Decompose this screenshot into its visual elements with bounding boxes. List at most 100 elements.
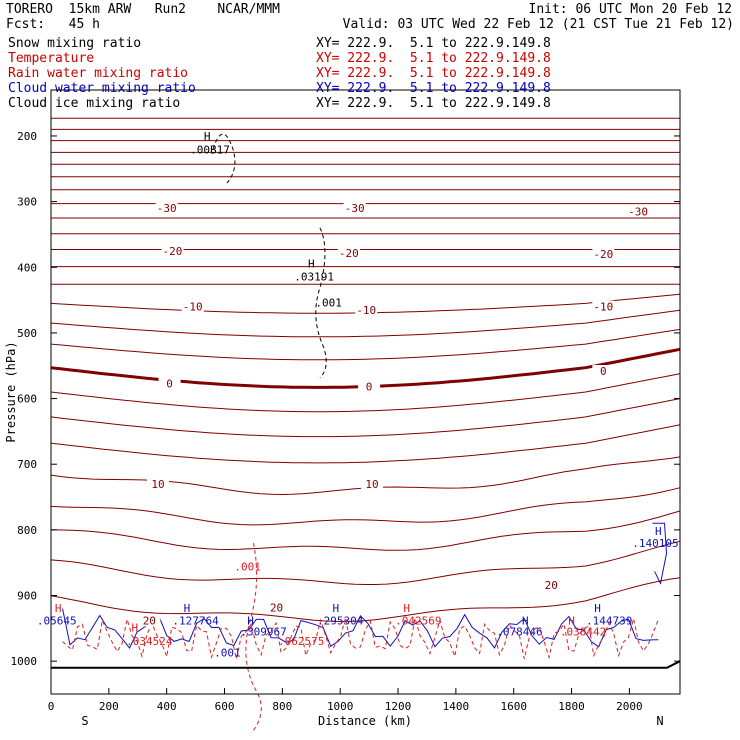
maxima-label: .05645 xyxy=(37,614,77,627)
legend-cloud-ice: Cloud ice mixing ratio xyxy=(8,96,181,111)
x-tick-label: 1600 xyxy=(500,700,527,713)
maxima-label: .144739 xyxy=(586,614,632,627)
y-tick-label: 800 xyxy=(17,524,37,537)
x-tick-label: 400 xyxy=(157,700,177,713)
isotherm-label: -20 xyxy=(593,248,613,261)
isotherm-line xyxy=(50,309,681,338)
maxima-label: H xyxy=(308,257,315,270)
rain-contour xyxy=(245,542,262,734)
isotherm-label-bg xyxy=(592,300,615,313)
legend-temperature: Temperature xyxy=(8,51,95,66)
isotherm-label: 20 xyxy=(270,601,283,614)
isotherm-label-bg xyxy=(337,246,360,259)
legend-cloud-water: Cloud water mixing ratio xyxy=(8,81,196,96)
isotherm-label: 0 xyxy=(600,365,607,378)
isotherm-label: 20 xyxy=(143,614,156,627)
isotherm-label-bg xyxy=(355,303,378,316)
maxima-label: H xyxy=(568,614,575,627)
maxima-label: .00B17 xyxy=(190,144,230,157)
maxima-label: .309967 xyxy=(240,626,286,639)
maxima-label: .001 xyxy=(214,647,241,660)
maxima-label: H xyxy=(184,602,191,615)
x-tick-label: 1800 xyxy=(558,700,585,713)
isotherm-line xyxy=(50,487,681,526)
isotherm-line xyxy=(50,510,681,551)
isotherm-line xyxy=(50,398,681,438)
isotherm-label: -10 xyxy=(356,304,376,317)
model-run-label: TORERO 15km ARW Run2 NCAR/MMM xyxy=(6,2,280,17)
maxima-label: .127764 xyxy=(172,614,219,627)
isotherm-label: 0 xyxy=(366,381,373,394)
maxima-label: .001 xyxy=(234,561,261,574)
isotherm-label-bg xyxy=(592,364,615,377)
x-tick-label: 800 xyxy=(272,700,292,713)
isotherm-label-bg xyxy=(358,380,381,393)
isotherm-label-bg xyxy=(147,477,170,490)
isotherm-line xyxy=(50,373,681,413)
maxima-label: .078446 xyxy=(496,626,542,639)
isotherm-label: -30 xyxy=(628,205,648,218)
isotherm-label-bg xyxy=(158,377,181,390)
y-tick-label: 600 xyxy=(17,393,37,406)
maxima-label: .001 xyxy=(315,297,342,310)
cloud-water-contour xyxy=(652,522,668,585)
isotherm-label: 20 xyxy=(545,579,558,592)
maxima-label: H xyxy=(55,602,62,615)
isotherm-label-bg xyxy=(181,300,204,313)
legend-rain: Rain water mixing ratio xyxy=(8,66,189,81)
isotherm-label: -10 xyxy=(593,301,613,314)
maxima-label: .038442 xyxy=(560,626,606,639)
maxima-label: H xyxy=(333,602,340,615)
legend-cloud-ice-xy: XY= 222.9. 5.1 to 222.9.149.8 xyxy=(316,96,551,111)
ground-line xyxy=(51,660,681,669)
isotherm-label-bg xyxy=(343,202,366,215)
maxima-label: .062575 xyxy=(278,635,324,648)
isotherm-label-bg xyxy=(592,248,615,261)
x-tick-label: 1400 xyxy=(443,700,470,713)
isotherm-label-bg xyxy=(265,601,288,614)
north-end-label: N xyxy=(656,714,663,728)
x-axis-title: Distance (km) xyxy=(318,714,412,728)
x-tick-label: 2000 xyxy=(616,700,643,713)
cloud-ice-contour xyxy=(315,227,327,379)
maxima-label: H xyxy=(594,602,601,615)
isotherm-line xyxy=(50,424,681,464)
maxima-label: H xyxy=(403,602,410,615)
maxima-label: .295304 xyxy=(317,614,364,627)
x-tick-label: 1000 xyxy=(327,700,354,713)
rain-contour xyxy=(62,617,659,660)
y-tick-label: 300 xyxy=(17,196,37,209)
forecast-hour-label: Fcst: 45 h xyxy=(6,17,100,32)
isotherm-label-bg xyxy=(627,205,650,218)
maxima-label: H xyxy=(247,614,254,627)
isotherm-label: -10 xyxy=(183,301,203,314)
maxima-label: H xyxy=(204,130,211,143)
maxima-label: H xyxy=(655,525,662,538)
isotherm-label: 10 xyxy=(365,478,378,491)
x-tick-label: 1200 xyxy=(385,700,412,713)
isotherm-label: -20 xyxy=(339,247,359,260)
cloud-water-contour xyxy=(62,608,659,650)
y-tick-label: 900 xyxy=(17,590,37,603)
legend-snow-xy: XY= 222.9. 5.1 to 222.9.149.8 xyxy=(316,36,551,51)
isotherm-label-bg xyxy=(161,244,184,257)
y-axis-title: Pressure (hPa) xyxy=(4,341,18,442)
maxima-label: .140105 xyxy=(632,537,678,550)
south-end-label: S xyxy=(81,714,88,728)
isotherm-label-bg xyxy=(138,614,161,627)
isotherm-label: 10 xyxy=(151,478,164,491)
legend-rain-xy: XY= 222.9. 5.1 to 222.9.149.8 xyxy=(316,66,551,81)
y-tick-label: 200 xyxy=(17,130,37,143)
isotherm-label-bg xyxy=(361,477,384,490)
legend-cloud-water-xy: XY= 222.9. 5.1 to 222.9.149.8 xyxy=(316,81,551,96)
maxima-label: .042569 xyxy=(395,614,441,627)
isotherm-label: -20 xyxy=(163,245,183,258)
valid-time-label: Valid: 03 UTC Wed 22 Feb 12 (21 CST Tue … xyxy=(342,17,734,32)
isotherm-label-bg xyxy=(155,202,178,215)
x-tick-label: 600 xyxy=(215,700,235,713)
maxima-label: .034524 xyxy=(126,635,173,648)
y-tick-label: 500 xyxy=(17,327,37,340)
isotherm-label: 0 xyxy=(166,377,173,390)
init-time-label: Init: 06 UTC Mon 20 Feb 12 xyxy=(528,2,733,17)
